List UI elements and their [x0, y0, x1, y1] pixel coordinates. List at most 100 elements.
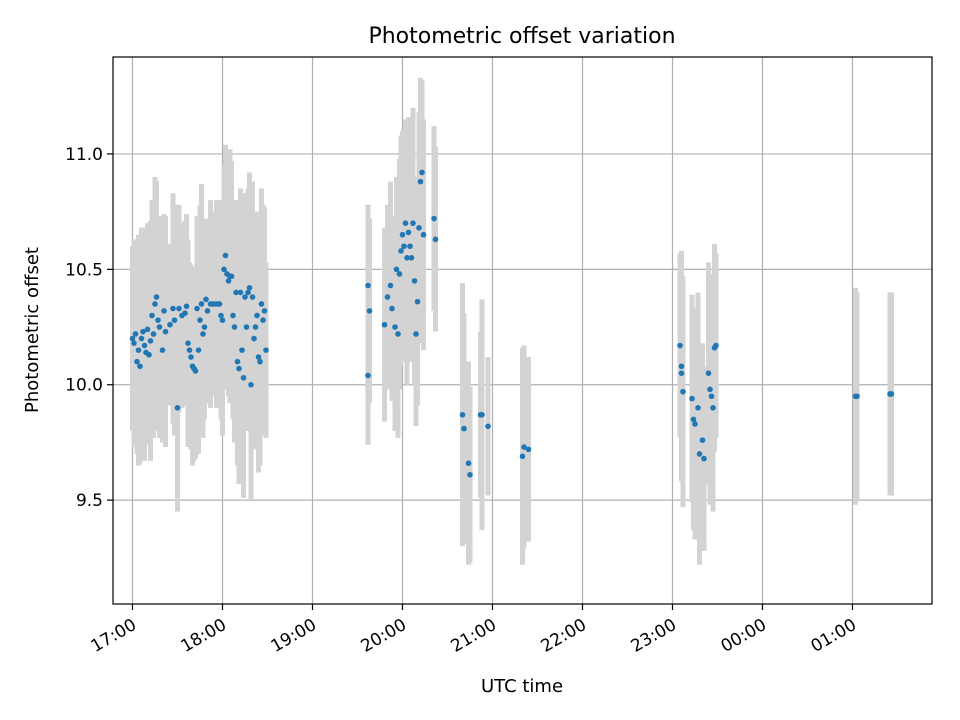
data-point	[171, 317, 178, 323]
y-tick-label: 10.0	[65, 376, 103, 396]
data-point	[134, 358, 140, 365]
data-point	[149, 312, 155, 319]
x-tick-label: 00:00	[718, 615, 770, 657]
data-point	[365, 282, 371, 289]
data-point	[195, 347, 202, 353]
data-point	[174, 405, 181, 411]
data-point	[411, 278, 418, 284]
data-point	[198, 301, 205, 307]
data-point	[152, 301, 158, 307]
data-point	[402, 220, 409, 226]
y-tick-label: 9.5	[76, 491, 103, 511]
data-point	[188, 354, 194, 360]
chart-title: Photometric offset variation	[368, 24, 675, 49]
data-point	[413, 331, 419, 337]
data-point	[461, 425, 467, 432]
data-point	[416, 224, 422, 231]
data-point	[692, 421, 698, 427]
data-point	[255, 354, 262, 360]
data-point	[201, 324, 208, 330]
data-point	[138, 335, 145, 342]
data-point	[252, 324, 259, 330]
x-tick-label: 17:00	[88, 615, 140, 657]
data-point	[185, 340, 191, 346]
data-point	[414, 298, 421, 305]
data-point	[404, 254, 410, 261]
data-point	[132, 331, 139, 337]
data-point	[419, 169, 425, 176]
data-point	[888, 391, 895, 397]
data-point	[678, 370, 685, 376]
data-point	[695, 405, 701, 411]
data-point	[203, 296, 209, 303]
data-point	[156, 324, 163, 330]
data-point	[389, 305, 395, 312]
data-point	[258, 301, 265, 307]
data-point	[381, 321, 388, 328]
data-point	[399, 231, 406, 238]
data-point	[254, 312, 260, 319]
data-point	[393, 266, 400, 273]
y-tick-label: 11.0	[65, 145, 103, 165]
data-point	[431, 215, 437, 222]
data-point	[251, 335, 257, 342]
data-point	[690, 416, 697, 423]
data-point	[701, 455, 707, 462]
data-point	[249, 294, 256, 300]
data-point	[243, 324, 250, 330]
data-point	[221, 266, 227, 273]
data-point	[260, 317, 266, 323]
data-point	[417, 178, 424, 185]
data-point	[405, 229, 412, 236]
data-point	[192, 368, 199, 374]
data-point	[144, 326, 151, 333]
data-point	[467, 471, 473, 478]
y-tick-label: 10.5	[65, 260, 103, 280]
data-point	[246, 285, 253, 291]
data-point	[396, 271, 403, 277]
y-axis-label: Photometric offset	[22, 247, 43, 413]
data-points	[129, 169, 895, 478]
data-point	[140, 328, 146, 335]
data-point	[182, 310, 188, 316]
x-tick-label: 18:00	[178, 615, 230, 657]
data-point	[146, 351, 152, 358]
data-point	[137, 363, 143, 370]
data-point	[240, 375, 247, 381]
x-tick-label: 22:00	[538, 615, 590, 657]
data-point	[410, 220, 416, 226]
data-point	[245, 289, 251, 296]
data-point	[197, 317, 203, 323]
data-point	[407, 243, 413, 250]
data-point	[225, 278, 232, 284]
data-point	[678, 363, 685, 370]
data-point	[135, 347, 142, 353]
data-point	[387, 282, 394, 289]
data-point	[408, 254, 415, 261]
data-point	[699, 437, 706, 443]
data-point	[713, 342, 719, 349]
x-tick-label: 19:00	[268, 615, 320, 657]
data-point	[521, 444, 527, 450]
data-point	[696, 451, 703, 457]
data-point	[219, 317, 226, 323]
data-point	[228, 273, 235, 280]
data-point	[153, 294, 160, 300]
data-point	[395, 331, 401, 337]
data-point	[141, 342, 148, 349]
data-point	[194, 305, 200, 312]
data-point	[420, 231, 427, 238]
data-point	[161, 308, 167, 314]
data-point	[432, 236, 439, 243]
data-point	[230, 312, 236, 319]
data-point	[167, 321, 173, 328]
data-point	[237, 289, 244, 296]
data-point	[398, 248, 404, 254]
data-point	[155, 317, 161, 323]
data-point	[257, 358, 263, 365]
data-point	[234, 358, 241, 365]
data-point	[392, 324, 398, 330]
data-point	[677, 342, 683, 349]
data-point	[222, 252, 229, 259]
